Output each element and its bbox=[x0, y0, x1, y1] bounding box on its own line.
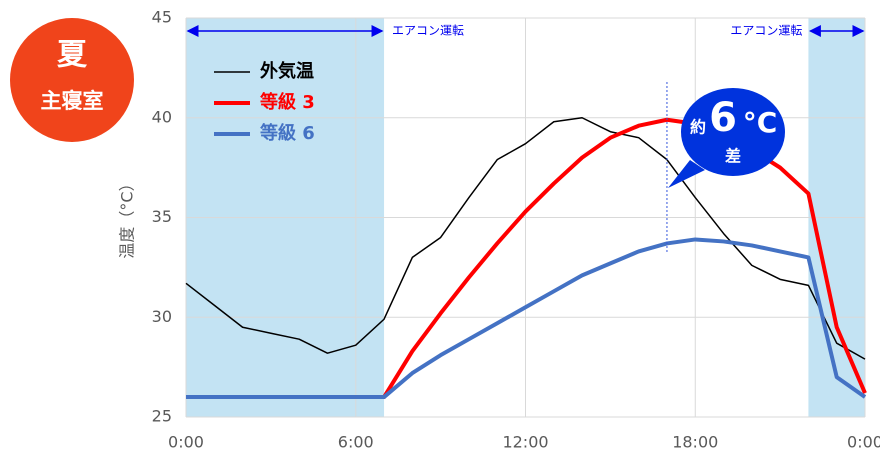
series-line bbox=[186, 237, 867, 400]
badge bbox=[10, 18, 134, 142]
callout-bubble bbox=[681, 88, 785, 176]
x-tick-label: 0:00 bbox=[168, 433, 204, 452]
callout-prefix: 約 bbox=[690, 118, 706, 137]
callout-suffix: 差 bbox=[725, 147, 741, 166]
legend-label: 外気温 bbox=[260, 60, 314, 82]
x-tick-label: 12:00 bbox=[502, 433, 548, 452]
y-tick-label: 25 bbox=[152, 407, 172, 426]
callout-unit: °C bbox=[743, 106, 778, 139]
callout-bubble bbox=[668, 160, 705, 188]
y-tick-label: 40 bbox=[152, 107, 172, 126]
badge-room: 主寝室 bbox=[41, 89, 104, 113]
y-tick-label: 45 bbox=[152, 8, 172, 27]
ac-label: エアコン運転 bbox=[392, 24, 464, 38]
y-axis-label: 温度（°C） bbox=[118, 175, 137, 258]
legend-label: 等級 6 bbox=[260, 122, 315, 144]
x-tick-label: 6:00 bbox=[338, 433, 374, 452]
x-tick-label: 18:00 bbox=[672, 433, 718, 452]
callout-number: 6 bbox=[709, 95, 737, 141]
legend-label: 等級 3 bbox=[260, 91, 315, 113]
ac-label: エアコン運転 bbox=[730, 24, 802, 38]
y-tick-label: 35 bbox=[152, 207, 172, 226]
badge-season: 夏 bbox=[57, 38, 88, 73]
y-tick-label: 30 bbox=[152, 307, 172, 326]
series-line bbox=[185, 117, 866, 360]
x-tick-label: 0:00 bbox=[847, 433, 880, 452]
